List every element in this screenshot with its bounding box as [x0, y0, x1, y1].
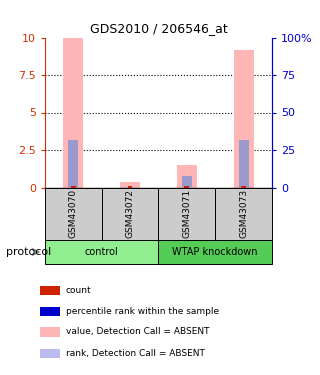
- Text: control: control: [85, 247, 118, 257]
- Bar: [127, 186, 132, 188]
- Bar: [241, 186, 246, 188]
- Bar: [68, 140, 78, 188]
- Text: GSM43070: GSM43070: [69, 189, 78, 238]
- Bar: [102, 188, 158, 240]
- Bar: [120, 182, 140, 188]
- Text: WTAP knockdown: WTAP knockdown: [172, 247, 258, 257]
- Bar: [63, 38, 83, 188]
- Bar: [184, 186, 189, 188]
- Bar: [158, 240, 272, 264]
- Bar: [215, 188, 272, 240]
- Text: count: count: [66, 286, 92, 295]
- Bar: [234, 50, 253, 188]
- Bar: [182, 176, 192, 188]
- Bar: [40, 307, 60, 316]
- Text: value, Detection Call = ABSENT: value, Detection Call = ABSENT: [66, 327, 209, 336]
- Bar: [40, 286, 60, 296]
- Title: GDS2010 / 206546_at: GDS2010 / 206546_at: [90, 22, 227, 35]
- Text: GSM43073: GSM43073: [239, 189, 248, 238]
- Text: GSM43072: GSM43072: [125, 189, 134, 238]
- Bar: [177, 165, 197, 188]
- Bar: [45, 188, 102, 240]
- Text: protocol: protocol: [6, 247, 52, 257]
- Text: percentile rank within the sample: percentile rank within the sample: [66, 307, 219, 316]
- Bar: [40, 349, 60, 358]
- Text: rank, Detection Call = ABSENT: rank, Detection Call = ABSENT: [66, 349, 205, 358]
- Bar: [125, 187, 135, 188]
- Bar: [158, 188, 215, 240]
- Bar: [45, 240, 158, 264]
- Bar: [71, 186, 76, 188]
- Bar: [239, 140, 249, 188]
- Bar: [40, 327, 60, 337]
- Text: GSM43071: GSM43071: [182, 189, 191, 238]
